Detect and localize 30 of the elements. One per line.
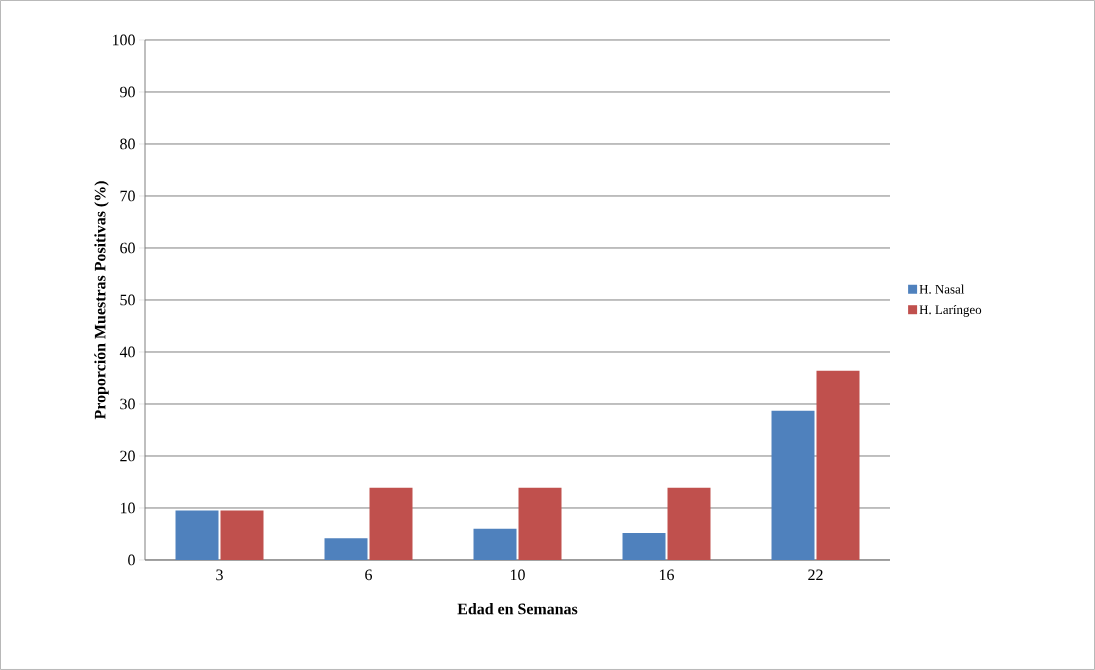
- x-tick-label: 16: [659, 569, 675, 581]
- y-tick-label: 30: [120, 398, 135, 410]
- y-tick-label: 40: [119, 346, 135, 358]
- y-tick-label: 10: [120, 502, 135, 514]
- y-tick-label: 90: [120, 86, 135, 98]
- bar: [518, 487, 562, 560]
- bar: [175, 510, 219, 560]
- bar: [473, 528, 517, 560]
- bar: [667, 487, 711, 560]
- bar: [622, 532, 666, 560]
- y-tick-label: 20: [120, 450, 135, 462]
- bar: [771, 410, 815, 560]
- legend-label: H. Nasal: [919, 284, 965, 294]
- x-tick-label: 3: [216, 569, 223, 581]
- legend-label: H. Laríngeo: [919, 304, 982, 317]
- y-tick-label: 80: [120, 138, 135, 150]
- bar: [220, 510, 264, 560]
- y-axis-title: Proporción Muestras Positivas (%): [94, 181, 109, 420]
- y-tick-label: 0: [128, 554, 135, 566]
- y-tick-label: 70: [120, 190, 135, 202]
- y-tick-label: 60: [120, 242, 135, 254]
- y-tick-label: 50: [120, 294, 135, 306]
- bar: [816, 370, 860, 560]
- x-tick-label: 6: [365, 569, 373, 581]
- x-tick-label: 22: [808, 569, 823, 581]
- bar: [324, 538, 368, 560]
- x-axis-title: Edad en Semanas: [457, 603, 578, 615]
- bar: [369, 487, 413, 560]
- y-tick-label: 100: [112, 34, 135, 46]
- x-tick-label: 10: [510, 569, 525, 581]
